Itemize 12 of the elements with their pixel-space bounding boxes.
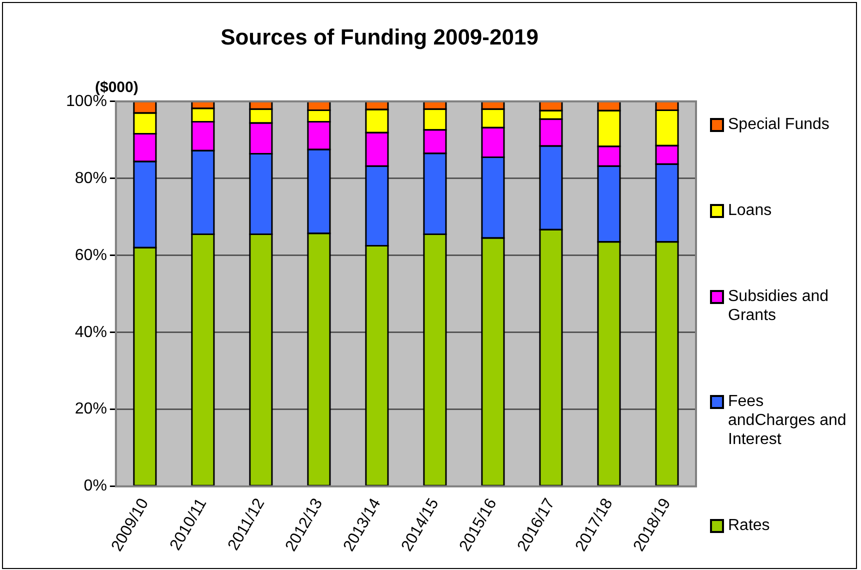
- legend-label: Loans: [728, 201, 772, 220]
- y-tick-label: 80%: [74, 170, 107, 187]
- legend-label: Subsidies and Grants: [728, 287, 830, 325]
- y-tick-label: 60%: [74, 246, 107, 264]
- legend-label: Fees andCharges and Interest: [728, 392, 848, 449]
- y-axis-title: ($000): [95, 79, 138, 96]
- y-tick-label: 40%: [74, 324, 107, 341]
- y-tick-label: 0%: [84, 478, 107, 495]
- y-tick-label: 20%: [74, 400, 107, 418]
- legend-label: Rates: [728, 516, 770, 535]
- chart-title: Sources of Funding 2009-2019: [220, 24, 538, 50]
- legend-label: Special Funds: [728, 115, 830, 134]
